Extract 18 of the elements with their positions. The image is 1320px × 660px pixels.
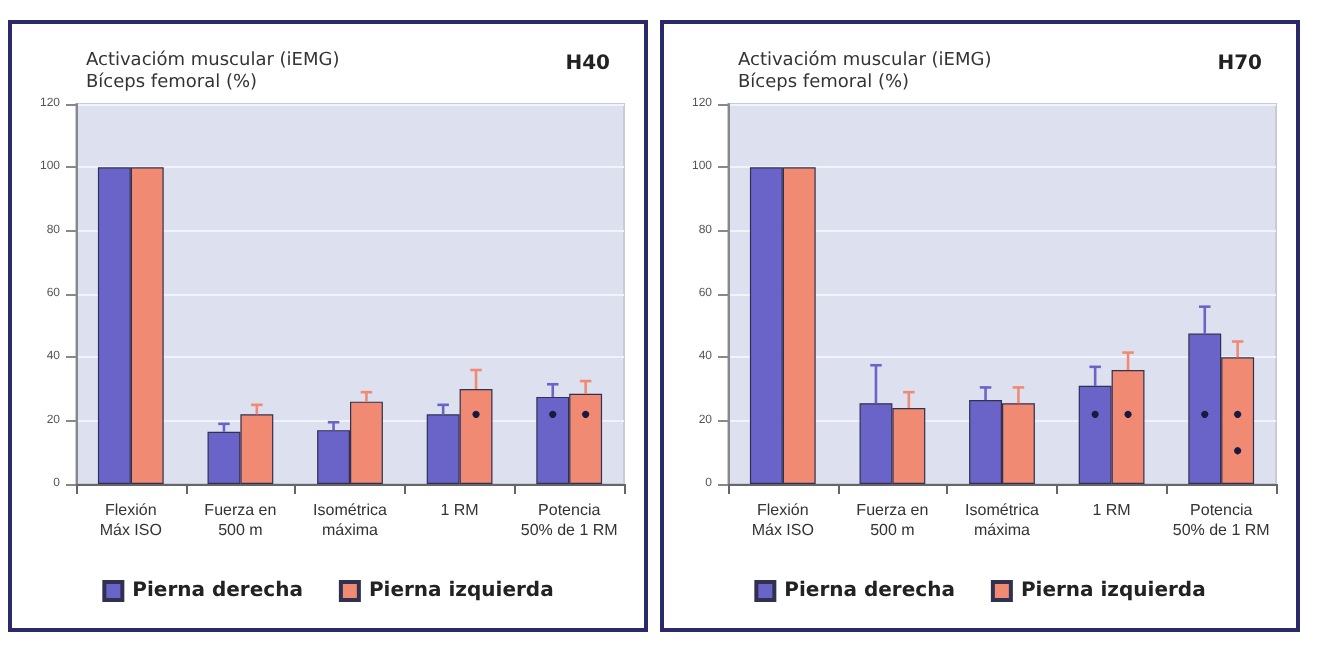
x-tick-label: Flexión Máx ISO	[99, 501, 162, 539]
legend-label: Pierna izquierda	[368, 580, 554, 602]
x-tick-label: Isométrica máxima	[313, 501, 388, 539]
x-tick-label: Potencia 50% de 1 RM	[520, 501, 619, 539]
x-tick-label: Flexión Máx ISO	[751, 501, 814, 539]
chart-title: H40	[565, 53, 611, 75]
x-tick-label: Fuerza en 500 m	[856, 501, 929, 539]
legend-label: Pierna izquierda	[1020, 580, 1206, 602]
x-tick-label: 1 RM	[440, 501, 480, 519]
y-axis-title: Activacióm muscular (iEMG) Bíceps femoral (%)	[738, 49, 992, 93]
chart-title: H70	[1217, 53, 1263, 75]
x-tick-label: Fuerza en 500 m	[204, 501, 277, 539]
y-axis-title: Activacióm muscular (iEMG) Bíceps femoral (%)	[86, 49, 340, 93]
x-tick-label: Potencia 50% de 1 RM	[1172, 501, 1271, 539]
x-tick-label: 1 RM	[1092, 501, 1132, 519]
legend-label: Pierna derecha	[784, 580, 955, 602]
legend-label: Pierna derecha	[132, 580, 303, 602]
x-tick-label: Isométrica máxima	[965, 501, 1040, 539]
